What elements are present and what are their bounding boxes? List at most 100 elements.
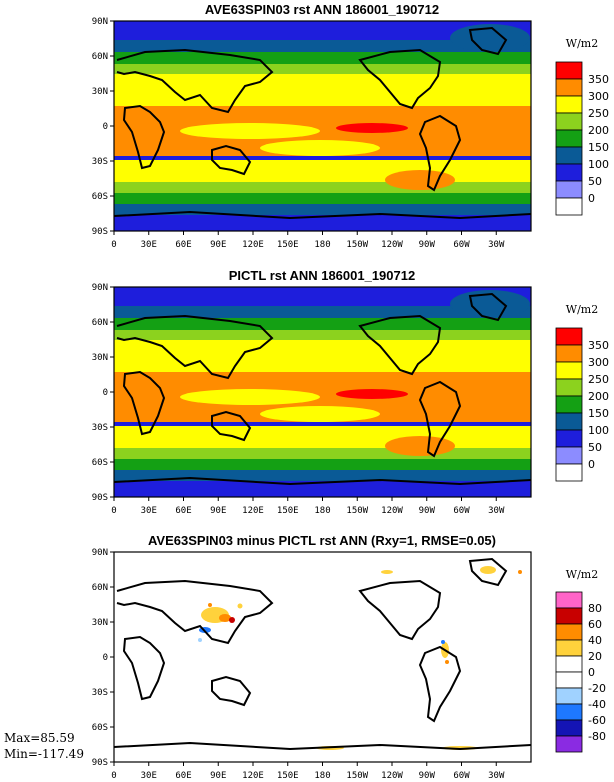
colorbar-box xyxy=(555,655,583,673)
lon-tick-label: 30E xyxy=(141,771,157,781)
lon-tick-labels: 0 30E 60E 90E 120E 150E 180 150W 120W 90W 60W 30W xyxy=(111,762,505,781)
lon-tick-label: 0 xyxy=(111,506,116,516)
lon-tick-label: 0 xyxy=(111,240,116,250)
lat-tick-label: 30N xyxy=(92,618,108,628)
lon-tick-label: 150W xyxy=(346,506,368,516)
max-label: Max=85.59 xyxy=(4,731,75,745)
lon-tick-label: 150E xyxy=(277,771,299,781)
lat-tick-label: 0 xyxy=(103,122,108,132)
lon-tick-label: 60E xyxy=(175,506,191,516)
lon-tick-label: 30W xyxy=(488,506,505,516)
continent-outlines xyxy=(114,292,531,486)
colorbar-level-label: 300 xyxy=(588,356,609,369)
colorbar-level-label: 100 xyxy=(588,158,609,171)
lon-tick-label: 120E xyxy=(242,771,264,781)
lon-tick-label: 90W xyxy=(419,506,436,516)
lat-tick-label: 60S xyxy=(92,192,108,202)
colorbar-box xyxy=(555,446,583,465)
lat-tick-label: 90N xyxy=(92,17,108,27)
colorbar-level-label: 200 xyxy=(588,390,609,403)
panel-title: AVE63SPIN03 rst ANN 186001_190712 xyxy=(205,2,439,17)
lon-tick-label: 90W xyxy=(419,240,436,250)
min-label: Min=-117.49 xyxy=(4,747,84,761)
colorbar-box xyxy=(555,378,583,397)
lat-tick-label: 60S xyxy=(92,723,108,733)
colorbar-level-label: 50 xyxy=(588,175,602,188)
colorbar-level-label: 150 xyxy=(588,407,609,420)
lat-tick-labels: 90N 60N 30N 0 30S 60S 90S xyxy=(92,283,114,503)
colorbar-level-label: 20 xyxy=(588,650,602,663)
colorbar-level-label: 100 xyxy=(588,424,609,437)
colorbar-box xyxy=(555,180,583,199)
colorbar-box xyxy=(555,95,583,114)
lon-tick-label: 60E xyxy=(175,771,191,781)
panel-title: AVE63SPIN03 minus PICTL rst ANN (Rxy=1, … xyxy=(148,533,496,548)
lon-tick-label: 120E xyxy=(242,506,264,516)
lon-tick-label: 30W xyxy=(488,240,505,250)
colorbar-level-label: 250 xyxy=(588,107,609,120)
lon-tick-labels: 0 30E 60E 90E 120E 150E 180 150W 120W 90W 60W 30W xyxy=(111,231,505,250)
lon-tick-label: 90E xyxy=(210,506,226,516)
lon-tick-label: 60E xyxy=(175,240,191,250)
colorbar-box xyxy=(555,197,583,216)
lon-tick-label: 120E xyxy=(242,240,264,250)
lon-tick-label: 180 xyxy=(314,506,330,516)
lon-tick-label: 120W xyxy=(381,771,403,781)
lon-tick-label: 60W xyxy=(453,506,470,516)
lat-tick-label: 60S xyxy=(92,458,108,468)
colorbar-level-label: -80 xyxy=(588,730,606,743)
colorbar-box xyxy=(555,327,583,346)
lon-tick-label: 90E xyxy=(210,240,226,250)
lat-tick-label: 90S xyxy=(92,227,108,237)
panel-pictl: PICTL rst ANN 186001_190712 xyxy=(92,268,609,516)
colorbar-box xyxy=(555,61,583,80)
lon-tick-label: 150W xyxy=(346,240,368,250)
colorbar-box xyxy=(555,395,583,414)
lat-tick-label: 90S xyxy=(92,758,108,768)
lon-tick-label: 30E xyxy=(141,240,157,250)
colorbar-level-label: 350 xyxy=(588,73,609,86)
contour-fill-bands xyxy=(114,21,531,231)
colorbar-level-label: 300 xyxy=(588,90,609,103)
lat-tick-label: 60N xyxy=(92,583,108,593)
lat-tick-label: 90S xyxy=(92,493,108,503)
colorbar-level-label: 0 xyxy=(588,666,595,679)
colorbar-level-label: 250 xyxy=(588,373,609,386)
colorbar-box xyxy=(555,129,583,148)
lat-tick-label: 60N xyxy=(92,52,108,62)
lon-tick-label: 120W xyxy=(381,240,403,250)
lat-tick-label: 30S xyxy=(92,423,108,433)
field-map xyxy=(114,287,531,497)
colorbar-box xyxy=(555,607,583,625)
colorbar-box xyxy=(555,412,583,431)
lat-tick-label: 30N xyxy=(92,353,108,363)
colorbar-box xyxy=(555,361,583,380)
field-map xyxy=(114,552,531,762)
colorbar-box xyxy=(555,687,583,705)
colorbar-level-label: 60 xyxy=(588,618,602,631)
colorbar-level-label: 200 xyxy=(588,124,609,137)
lon-tick-label: 180 xyxy=(314,240,330,250)
lat-tick-label: 90N xyxy=(92,548,108,558)
colorbar-box xyxy=(555,735,583,753)
lat-tick-label: 0 xyxy=(103,388,108,398)
colorbar-level-label: -20 xyxy=(588,682,606,695)
lat-tick-label: 30S xyxy=(92,157,108,167)
lon-tick-label: 150W xyxy=(346,771,368,781)
colorbar-box xyxy=(555,344,583,363)
colorbar-box xyxy=(555,463,583,482)
lat-tick-label: 60N xyxy=(92,318,108,328)
field-map xyxy=(114,21,531,231)
colorbar-level-label: 80 xyxy=(588,602,602,615)
colorbar-level-label: 40 xyxy=(588,634,602,647)
lon-tick-label: 30E xyxy=(141,506,157,516)
lon-tick-label: 90E xyxy=(210,771,226,781)
colorbar-box xyxy=(555,78,583,97)
colorbar-box xyxy=(555,163,583,182)
colorbar: 350 300 250 200 150 100 50 0 xyxy=(555,61,609,216)
lat-tick-label: 90N xyxy=(92,283,108,293)
colorbar-box xyxy=(555,703,583,721)
lat-tick-label: 30S xyxy=(92,688,108,698)
colorbar-box xyxy=(555,146,583,165)
colorbar-level-label: 50 xyxy=(588,441,602,454)
